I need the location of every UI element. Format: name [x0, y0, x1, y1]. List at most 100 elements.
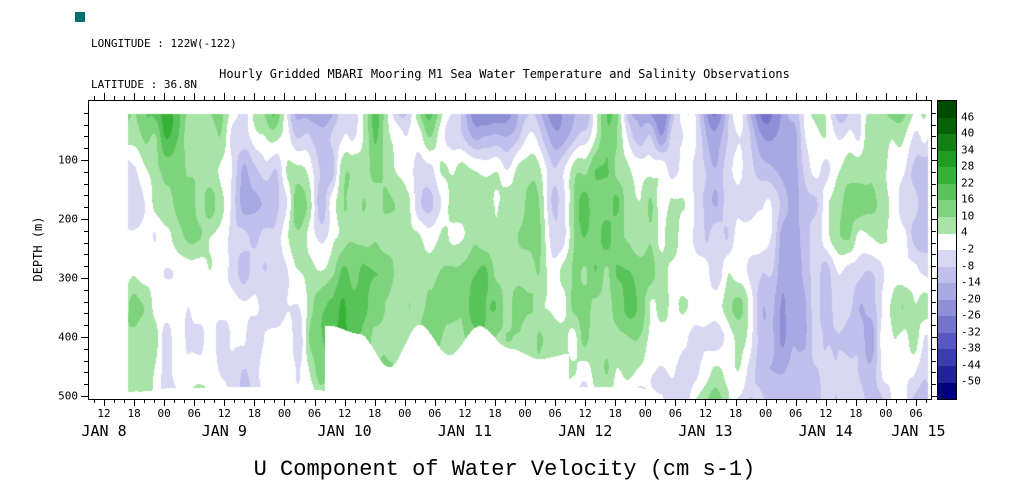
colorbar-segment: [938, 233, 956, 251]
y-minor-tick: [84, 384, 88, 386]
x-minor-tick: [324, 399, 326, 403]
x-minor-tick: [785, 399, 787, 403]
colorbar-tick-label: 28: [961, 159, 975, 173]
y-tick-right: [932, 396, 939, 398]
x-minor-tick-top: [605, 96, 607, 100]
y-minor-tick: [84, 112, 88, 114]
y-tick: [81, 278, 88, 280]
colorbar-tick-label: 22: [961, 176, 975, 190]
x-tick-label: 12: [458, 407, 472, 420]
y-minor-tick-right: [932, 384, 936, 386]
x-date-label: JAN 15: [891, 422, 946, 440]
y-minor-tick: [84, 325, 88, 327]
x-minor-tick-top: [715, 96, 717, 100]
y-minor-tick: [84, 266, 88, 268]
x-minor-tick: [565, 399, 567, 403]
y-tick: [81, 160, 88, 161]
x-minor-tick: [174, 399, 176, 403]
x-tick-top: [705, 93, 707, 100]
x-minor-tick: [545, 399, 547, 403]
x-date-label: JAN 13: [678, 422, 733, 440]
x-minor-tick: [755, 399, 757, 403]
x-minor-tick: [454, 399, 456, 403]
x-tick: [284, 399, 286, 406]
x-minor-tick-top: [565, 96, 567, 100]
colorbar-tick-label: 16: [961, 192, 975, 206]
x-minor-tick-top: [204, 96, 206, 100]
x-minor-tick: [264, 399, 266, 403]
x-tick-top: [675, 93, 677, 100]
x-tick-label: 12: [97, 407, 111, 420]
x-tick-top: [555, 93, 557, 100]
y-minor-tick-right: [932, 301, 936, 303]
x-minor-tick: [875, 399, 877, 403]
y-tick-label: 500: [58, 389, 78, 403]
x-minor-tick: [114, 399, 116, 403]
x-tick-top: [164, 93, 166, 100]
x-minor-tick: [745, 399, 747, 403]
y-minor-tick: [84, 348, 88, 350]
x-minor-tick-top: [364, 96, 366, 100]
x-minor-tick-top: [334, 96, 336, 100]
colorbar-segment: [938, 150, 956, 168]
y-minor-tick-right: [932, 289, 936, 291]
x-minor-tick-top: [775, 96, 777, 100]
x-minor-tick: [294, 399, 296, 403]
x-tick: [464, 399, 466, 406]
x-tick-top: [134, 93, 136, 100]
y-minor-tick: [84, 301, 88, 303]
x-minor-tick-top: [324, 96, 326, 100]
x-minor-tick-top: [895, 96, 897, 100]
x-minor-tick-top: [665, 96, 667, 100]
x-minor-tick-top: [304, 96, 306, 100]
x-minor-tick-top: [745, 96, 747, 100]
x-tick: [404, 399, 406, 406]
x-minor-tick: [625, 399, 627, 403]
y-minor-tick-right: [932, 124, 936, 126]
y-minor-tick-right: [932, 230, 936, 232]
longitude-label: LONGITUDE : 122W(-122): [91, 37, 237, 50]
x-date-label: JAN 14: [798, 422, 853, 440]
x-minor-tick: [364, 399, 366, 403]
colorbar-segment: [938, 283, 956, 300]
x-tick: [314, 399, 316, 406]
x-tick: [705, 399, 707, 406]
x-tick: [254, 399, 256, 406]
y-tick: [81, 337, 88, 339]
x-minor-tick-top: [575, 96, 577, 100]
x-date-label: JAN 11: [437, 422, 492, 440]
y-minor-tick: [84, 136, 88, 138]
colorbar-tick-label: -50: [961, 374, 981, 388]
colorbar-tick-label: 40: [961, 126, 975, 140]
x-minor-tick: [665, 399, 667, 403]
y-tick-label: 200: [58, 212, 78, 226]
x-minor-tick-top: [685, 96, 687, 100]
x-tick: [855, 399, 857, 406]
x-minor-tick-top: [94, 96, 95, 100]
x-tick: [585, 399, 587, 406]
x-minor-tick: [304, 399, 306, 403]
colorbar: [937, 100, 957, 400]
x-minor-tick-top: [454, 96, 456, 100]
y-minor-tick-right: [932, 372, 936, 374]
x-minor-tick-top: [384, 96, 386, 100]
x-minor-tick: [925, 399, 927, 403]
x-minor-tick: [484, 399, 486, 403]
x-minor-tick: [605, 399, 607, 403]
x-minor-tick-top: [655, 96, 657, 100]
x-tick-top: [104, 93, 106, 100]
x-minor-tick: [595, 399, 597, 403]
colorbar-segment: [938, 266, 956, 284]
x-tick-top: [464, 93, 466, 100]
x-minor-tick: [384, 399, 386, 403]
colorbar-segment: [938, 332, 956, 350]
x-tick-label: 12: [217, 407, 231, 420]
x-minor-tick: [184, 399, 186, 403]
y-tick-label: 100: [58, 153, 78, 167]
x-minor-tick-top: [905, 96, 907, 100]
x-minor-tick-top: [144, 96, 146, 100]
x-minor-tick-top: [244, 96, 246, 100]
x-minor-tick: [424, 399, 426, 403]
x-minor-tick-top: [274, 96, 276, 100]
